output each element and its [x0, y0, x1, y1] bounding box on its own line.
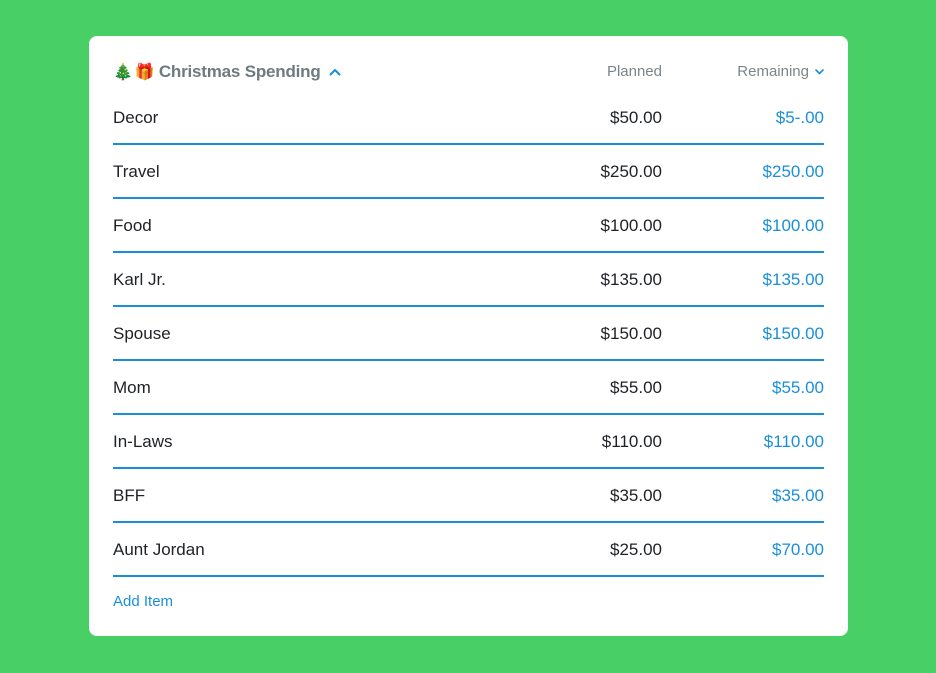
budget-group-header: 🎄 🎁 Christmas Spending Planned Remaining: [113, 58, 824, 86]
budget-card: 🎄 🎁 Christmas Spending Planned Remaining…: [89, 36, 848, 636]
budget-item-row[interactable]: Mom $55.00 $55.00: [113, 361, 824, 415]
budget-item-row[interactable]: Aunt Jordan $25.00 $70.00: [113, 523, 824, 577]
item-planned-amount[interactable]: $250.00: [600, 162, 662, 181]
item-planned-amount[interactable]: $135.00: [600, 270, 662, 289]
item-planned-amount[interactable]: $25.00: [610, 540, 662, 559]
item-remaining-amount: $150.00: [762, 324, 824, 343]
group-title: Christmas Spending: [158, 62, 321, 81]
remaining-column-header: Remaining: [737, 63, 809, 80]
gift-icon: 🎁: [134, 62, 155, 81]
item-remaining-amount: $70.00: [772, 540, 824, 559]
item-name[interactable]: Spouse: [113, 324, 171, 343]
group-title-toggle[interactable]: 🎄 🎁 Christmas Spending: [113, 58, 341, 86]
item-name[interactable]: Aunt Jordan: [113, 540, 205, 559]
remaining-column-toggle[interactable]: Remaining: [737, 58, 824, 86]
chevron-up-icon[interactable]: [329, 68, 341, 76]
budget-items-list: Decor $50.00 $5-.00 Travel $250.00 $250.…: [113, 91, 824, 577]
add-item-link[interactable]: Add Item: [113, 593, 174, 610]
budget-item-row[interactable]: Karl Jr. $135.00 $135.00: [113, 253, 824, 307]
item-planned-amount[interactable]: $55.00: [610, 378, 662, 397]
item-remaining-amount: $35.00: [772, 486, 824, 505]
budget-item-row[interactable]: In-Laws $110.00 $110.00: [113, 415, 824, 469]
budget-item-row[interactable]: Food $100.00 $100.00: [113, 199, 824, 253]
item-remaining-amount: $110.00: [763, 432, 824, 451]
planned-column-header: Planned: [606, 63, 662, 80]
item-name[interactable]: BFF: [113, 486, 146, 505]
budget-item-row[interactable]: Decor $50.00 $5-.00: [113, 91, 824, 145]
item-name[interactable]: Karl Jr.: [113, 270, 166, 289]
item-planned-amount[interactable]: $150.00: [600, 324, 662, 343]
item-planned-amount[interactable]: $50.00: [610, 108, 662, 127]
item-planned-amount[interactable]: $110.00: [601, 432, 662, 451]
item-name[interactable]: In-Laws: [113, 432, 173, 451]
item-remaining-amount: $135.00: [762, 270, 824, 289]
item-remaining-amount: $55.00: [772, 378, 824, 397]
item-remaining-amount: $100.00: [762, 216, 824, 235]
item-name[interactable]: Travel: [113, 162, 160, 181]
item-name[interactable]: Decor: [113, 108, 159, 127]
item-planned-amount[interactable]: $100.00: [600, 216, 662, 235]
budget-item-row[interactable]: BFF $35.00 $35.00: [113, 469, 824, 523]
budget-item-row[interactable]: Spouse $150.00 $150.00: [113, 307, 824, 361]
item-name[interactable]: Food: [113, 216, 152, 235]
item-name[interactable]: Mom: [113, 378, 151, 397]
item-remaining-amount: $5-.00: [775, 108, 824, 127]
budget-item-row[interactable]: Travel $250.00 $250.00: [113, 145, 824, 199]
christmas-tree-icon: 🎄: [113, 62, 133, 81]
item-remaining-amount: $250.00: [762, 162, 824, 181]
chevron-down-icon[interactable]: [815, 69, 824, 75]
item-planned-amount[interactable]: $35.00: [610, 486, 662, 505]
